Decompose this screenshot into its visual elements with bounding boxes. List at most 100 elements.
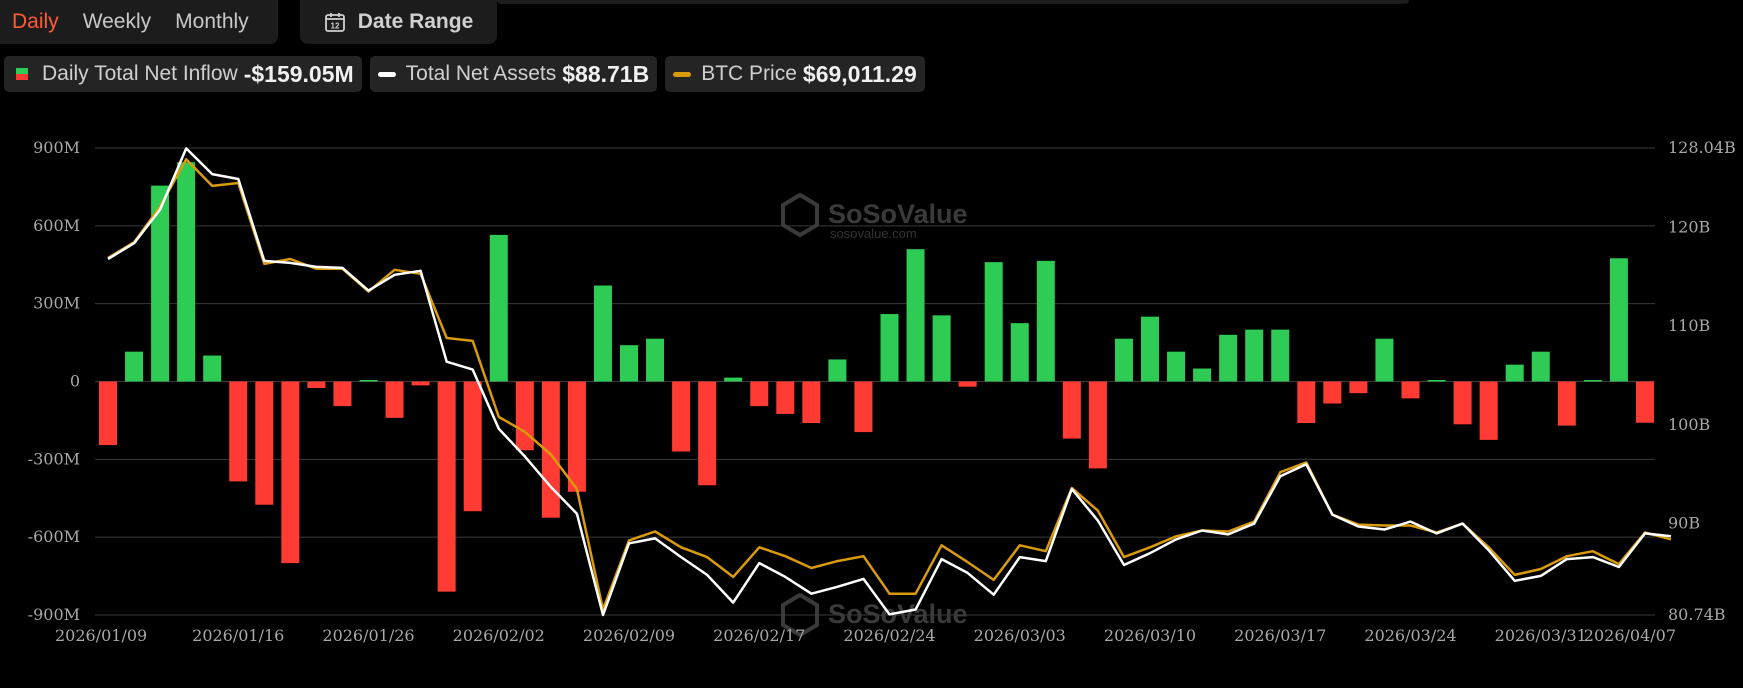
assets-swatch-icon [377, 71, 396, 77]
inflow-bar [620, 345, 638, 382]
inflow-bar [1323, 381, 1342, 404]
inflow-bar [1401, 381, 1420, 399]
inflow-bar [125, 351, 144, 382]
legend-btc-price[interactable]: BTC Price $69,011.29 [665, 56, 925, 92]
legend-btc-price-label: BTC Price [701, 62, 797, 85]
inflow-bar [1609, 258, 1628, 382]
inflow-bar [1297, 381, 1316, 424]
inflow-bar [281, 381, 300, 564]
right-tick-label: 110B [1668, 316, 1710, 335]
right-tick-label: 80.74B [1668, 605, 1726, 624]
inflow-bar [333, 381, 352, 407]
legend-net-assets[interactable]: Total Net Assets $88.71B [369, 56, 658, 92]
inflow-bar [1349, 381, 1368, 394]
grid-lines [95, 147, 1655, 616]
inflow-bar [906, 249, 925, 382]
btc-swatch-icon [673, 71, 692, 77]
inflow-bar [1193, 368, 1212, 382]
left-axis: 900M 600M 300M 0 -300M -600M -900M [28, 138, 80, 624]
inflow-bar [1505, 364, 1524, 382]
watermark-logo-icon [781, 592, 819, 638]
inflow-bar [1088, 381, 1107, 469]
inflow-bar [1245, 329, 1264, 382]
inflow-bar [437, 381, 456, 592]
inflow-bar [1479, 381, 1498, 440]
inflow-bar [854, 381, 873, 433]
inflow-bar [932, 315, 951, 382]
left-tick-label: -900M [28, 605, 80, 624]
inflow-bar [489, 234, 508, 382]
inflow-bar [1583, 380, 1602, 382]
watermark-url: sosovalue.com [830, 226, 917, 241]
inflow-bar [229, 381, 248, 482]
inflow-bar [646, 338, 665, 382]
inflow-bar [776, 381, 795, 414]
inflow-bar [958, 381, 977, 387]
period-toggle-group: Daily Weekly Monthly [0, 0, 278, 44]
left-tick-label: 900M [33, 138, 80, 157]
period-monthly-button[interactable]: Monthly [175, 10, 249, 33]
chart-legend: Daily Total Net Inflow -$159.05M Total N… [4, 56, 925, 92]
inflow-bar [307, 381, 326, 388]
x-tick-label: 2026/03/10 [1104, 626, 1196, 645]
x-tick-label: 2026/02/09 [583, 626, 675, 645]
legend-btc-price-value: $69,011.29 [802, 60, 917, 87]
inflow-bar [1010, 323, 1029, 382]
inflow-bar [1453, 381, 1472, 425]
inflow-bar [203, 355, 222, 382]
inflow-bar [515, 381, 534, 451]
price-lines [107, 147, 1672, 617]
right-tick-label: 90B [1668, 514, 1700, 533]
net-inflow-bars [99, 162, 1654, 592]
inflow-bar [698, 381, 717, 486]
x-tick-label: 2026/01/26 [322, 626, 414, 645]
inflow-bar [411, 381, 430, 386]
inflow-bar [541, 381, 560, 518]
x-tick-label: 2026/02/24 [843, 626, 935, 645]
inflow-bar [828, 359, 847, 382]
legend-net-assets-label: Total Net Assets [405, 62, 557, 85]
x-tick-label: 2026/02/17 [713, 626, 805, 645]
x-axis: 2026/01/09 2026/01/16 2026/01/26 2026/02/02… [55, 626, 1676, 645]
left-tick-label: 600M [33, 216, 80, 235]
right-axis: 128.04B 120B 110B 100B 90B 80.74B [1668, 138, 1736, 624]
legend-net-inflow-label: Daily Total Net Inflow [42, 62, 238, 85]
inflow-bar [1219, 334, 1238, 382]
inflow-bar [672, 381, 691, 452]
left-tick-label: -600M [28, 527, 80, 546]
inflow-bar [984, 262, 1003, 382]
watermark-name: SoSoValue [828, 199, 968, 229]
inflow-bar [1271, 329, 1290, 382]
watermark-logo-icon [781, 192, 819, 238]
legend-net-inflow[interactable]: Daily Total Net Inflow -$159.05M [4, 56, 362, 92]
inflow-bar [359, 380, 378, 382]
inflow-bar [1062, 381, 1081, 439]
x-tick-label: 2026/04/07 [1584, 626, 1676, 645]
toolbar: Daily Weekly Monthly 12 Date Range [0, 0, 1743, 50]
left-tick-label: 0 [70, 372, 80, 391]
inflow-bar [1427, 380, 1446, 382]
x-tick-label: 2026/02/02 [453, 626, 545, 645]
inflow-bar [1635, 381, 1654, 423]
period-weekly-button[interactable]: Weekly [82, 10, 152, 33]
inflow-bar [1531, 351, 1550, 382]
total-net-assets-line [107, 147, 1672, 617]
inflow-bar [463, 381, 482, 512]
left-tick-label: 300M [33, 294, 80, 313]
inflow-bar [724, 377, 743, 382]
x-tick-label: 2026/03/17 [1234, 626, 1326, 645]
inflow-bar [593, 285, 612, 382]
x-tick-label: 2026/03/24 [1364, 626, 1456, 645]
date-range-button[interactable]: 12 Date Range [300, 0, 497, 44]
inflow-bar [177, 162, 196, 382]
inflow-bar [1557, 381, 1576, 426]
inflow-bar [802, 381, 821, 424]
legend-net-assets-value: $88.71B [562, 60, 650, 87]
period-daily-button[interactable]: Daily [12, 10, 59, 33]
right-tick-label: 120B [1668, 217, 1710, 236]
calendar-icon: 12 [324, 13, 345, 32]
svg-text:12: 12 [330, 22, 339, 31]
